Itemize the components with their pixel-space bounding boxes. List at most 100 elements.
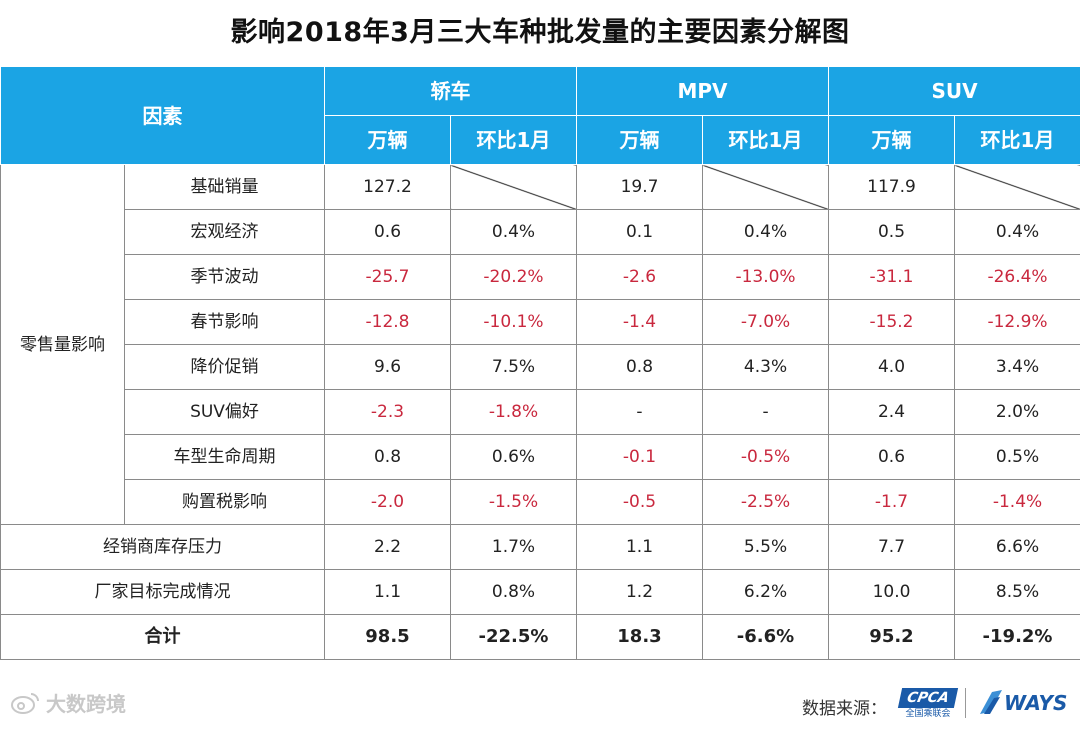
value-cell: 0.4%: [954, 209, 1080, 255]
value-cell: -0.5: [576, 479, 703, 525]
value-cell: -13.0%: [701, 254, 830, 300]
value-cell: 6.2%: [701, 569, 830, 615]
value-cell: 0.6: [828, 434, 956, 480]
factor-label: 厂家目标完成情况: [0, 569, 325, 615]
watermark: 大数跨境: [10, 688, 126, 717]
value-cell: 0.5%: [954, 434, 1080, 480]
header-group-sedan: 轿车: [324, 66, 577, 116]
ways-swoosh-icon: [980, 690, 1002, 714]
watermark-text: 大数跨境: [46, 692, 126, 716]
logo-divider: [965, 688, 966, 718]
value-cell: -20.2%: [450, 254, 577, 300]
table-row: 零售量影响 基础销量 127.2 19.7 117.9: [0, 164, 1080, 525]
value-cell: -0.5%: [701, 434, 830, 480]
blank-diagonal-cell: [450, 164, 577, 210]
factor-label: 购置税影响: [124, 479, 325, 525]
value-cell: -10.1%: [450, 299, 577, 345]
value-cell: 0.4%: [450, 209, 577, 255]
factor-label: SUV偏好: [124, 389, 325, 435]
value-cell: 2.4: [828, 389, 956, 435]
factor-label: 经销商库存压力: [0, 524, 325, 570]
header-sub: 环比1月: [954, 115, 1080, 165]
value-cell: 95.2: [828, 614, 956, 660]
value-cell: -1.4: [576, 299, 703, 345]
value-cell: -0.1: [576, 434, 703, 480]
value-cell: 0.8%: [450, 569, 577, 615]
value-cell: -12.8: [324, 299, 451, 345]
value-cell: 0.6%: [450, 434, 577, 480]
value-cell: -15.2: [828, 299, 956, 345]
table-row: 经销商库存压力 2.2 1.7% 1.1 5.5% 7.7 6.6%: [0, 524, 1080, 570]
value-cell: -22.5%: [450, 614, 577, 660]
value-cell: -12.9%: [954, 299, 1080, 345]
header-factor: 因素: [0, 66, 325, 165]
cpca-logo-subtitle: 全国乘联会: [905, 709, 951, 719]
factor-label: 降价促销: [124, 344, 325, 390]
factor-label: 车型生命周期: [124, 434, 325, 480]
value-cell: -26.4%: [954, 254, 1080, 300]
factor-label: 春节影响: [124, 299, 325, 345]
value-cell: 4.0: [828, 344, 956, 390]
total-row: 合计 98.5 -22.5% 18.3 -6.6% 95.2 -19.2%: [0, 614, 1080, 660]
value-cell: 0.4%: [701, 209, 830, 255]
value-cell: 4.3%: [701, 344, 830, 390]
value-cell: -2.0: [324, 479, 451, 525]
value-cell: 117.9: [828, 164, 956, 210]
value-cell: 3.4%: [954, 344, 1080, 390]
value-cell: 8.5%: [954, 569, 1080, 615]
value-cell: 2.2: [324, 524, 451, 570]
value-cell: 9.6: [324, 344, 451, 390]
header-sub: 万辆: [324, 115, 451, 165]
value-cell: 0.8: [576, 344, 703, 390]
value-cell: 7.5%: [450, 344, 577, 390]
header-group-suv: SUV: [828, 66, 1080, 116]
value-cell: -: [701, 389, 830, 435]
weibo-icon: [11, 692, 39, 714]
header-sub: 万辆: [576, 115, 703, 165]
value-cell: -25.7: [324, 254, 451, 300]
value-cell: -2.6: [576, 254, 703, 300]
factor-table: 因素 轿车 MPV SUV 万辆 环比1月 万辆 环比1月 万辆 环比1月 零售…: [0, 66, 1080, 660]
table-row: 厂家目标完成情况 1.1 0.8% 1.2 6.2% 10.0 8.5%: [0, 569, 1080, 615]
factor-label: 合计: [0, 614, 325, 660]
value-cell: -2.3: [324, 389, 451, 435]
value-cell: -1.5%: [450, 479, 577, 525]
value-cell: 2.0%: [954, 389, 1080, 435]
value-cell: 10.0: [828, 569, 956, 615]
value-cell: 0.5: [828, 209, 956, 255]
chart-title: 影响2018年3月三大车种批发量的主要因素分解图: [230, 17, 850, 48]
cpca-logo-text: CPCA: [897, 688, 959, 708]
value-cell: 1.7%: [450, 524, 577, 570]
source-label: 数据来源：: [802, 699, 887, 719]
value-cell: 7.7: [828, 524, 956, 570]
value-cell: 0.6: [324, 209, 451, 255]
value-cell: 1.1: [324, 569, 451, 615]
value-cell: -19.2%: [954, 614, 1080, 660]
value-cell: 1.1: [576, 524, 703, 570]
cpca-logo: CPCA 全国乘联会: [897, 688, 959, 719]
value-cell: 1.2: [576, 569, 703, 615]
blank-diagonal-cell: [701, 164, 830, 210]
value-cell: 18.3: [576, 614, 703, 660]
header-sub: 万辆: [828, 115, 956, 165]
table-row: 降价促销 9.6 7.5% 0.8 4.3% 4.0 3.4%: [1, 344, 1080, 390]
value-cell: -1.7: [828, 479, 956, 525]
value-cell: -1.4%: [954, 479, 1080, 525]
value-cell: 0.8: [324, 434, 451, 480]
value-cell: 0.1: [576, 209, 703, 255]
header-sub: 环比1月: [450, 115, 577, 165]
factor-label: 季节波动: [124, 254, 325, 300]
blank-diagonal-cell: [954, 164, 1080, 210]
value-cell: -31.1: [828, 254, 956, 300]
factor-label: 基础销量: [124, 164, 325, 210]
value-cell: 127.2: [324, 164, 451, 210]
table-row: 春节影响 -12.8 -10.1% -1.4 -7.0% -15.2 -12.9%: [1, 299, 1080, 345]
value-cell: 6.6%: [954, 524, 1080, 570]
table-row: 宏观经济 0.6 0.4% 0.1 0.4% 0.5 0.4%: [1, 209, 1080, 255]
row-group-label: 零售量影响: [0, 164, 125, 525]
header-group-mpv: MPV: [575, 66, 830, 116]
ways-logo-text: WAYS: [1004, 691, 1068, 715]
table-body: 零售量影响 基础销量 127.2 19.7 117.9 宏观经济 0.6 0.4% 0.1 0.4…: [0, 164, 1080, 660]
value-cell: -7.0%: [701, 299, 830, 345]
value-cell: -: [576, 389, 703, 435]
